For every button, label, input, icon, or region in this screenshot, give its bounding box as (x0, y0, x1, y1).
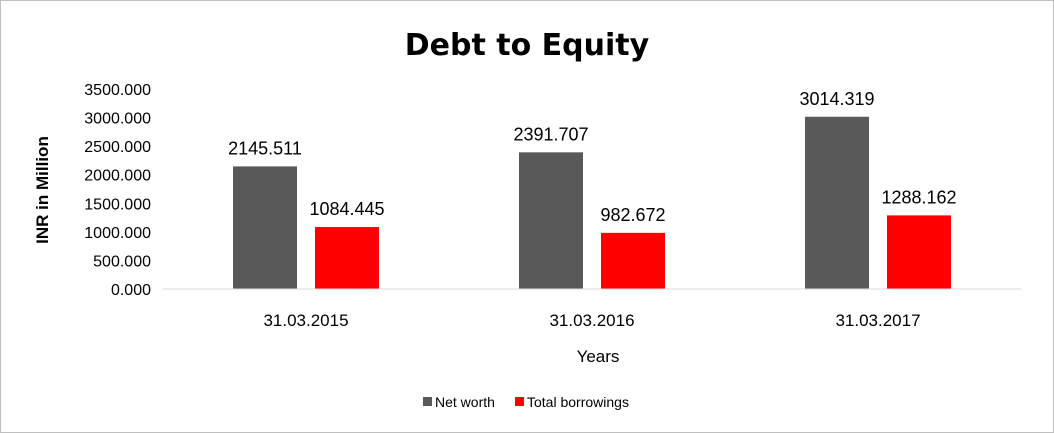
bar-total-borrowings (887, 215, 951, 289)
data-label: 1084.445 (309, 199, 384, 219)
y-axis-title: INR in Million (33, 136, 52, 244)
data-label: 3014.319 (799, 89, 874, 109)
y-tick-label: 3500.000 (84, 82, 151, 99)
y-tick-label: 0.000 (111, 282, 151, 299)
bar-net-worth (233, 166, 297, 289)
x-axis-categories: 31.03.2015 31.03.2016 31.03.2017 (263, 311, 920, 330)
y-tick-label: 2000.000 (84, 168, 151, 185)
y-tick-label: 1500.000 (84, 196, 151, 213)
bar-net-worth (519, 152, 583, 289)
chart-title: Debt to Equity (405, 28, 650, 63)
legend-label: Net worth (435, 394, 495, 410)
data-label: 2145.511 (228, 138, 302, 158)
y-tick-label: 1000.000 (84, 225, 151, 242)
x-tick-label: 31.03.2017 (835, 311, 920, 330)
y-axis-ticks: 0.000 500.000 1000.000 1500.000 2000.000 2500… (84, 82, 151, 299)
legend-label: Total borrowings (527, 394, 629, 410)
bars-group: 2145.511 1084.445 2391.707 982.672 3014.319 1… (228, 89, 957, 289)
x-tick-label: 31.03.2016 (549, 311, 634, 330)
bar-total-borrowings (601, 232, 665, 289)
bar-net-worth (805, 116, 869, 289)
data-label: 1288.162 (881, 187, 956, 207)
data-label: 982.672 (600, 205, 665, 225)
x-axis-title: Years (577, 347, 620, 366)
y-tick-label: 2500.000 (84, 139, 151, 156)
y-tick-label: 3000.000 (84, 111, 151, 128)
data-label: 2391.707 (513, 124, 588, 144)
bar-total-borrowings (315, 227, 379, 289)
y-tick-label: 500.000 (93, 253, 151, 270)
x-tick-label: 31.03.2015 (263, 311, 348, 330)
legend: Net worth Total borrowings (423, 394, 629, 410)
legend-swatch (423, 397, 432, 406)
legend-swatch (515, 397, 524, 406)
